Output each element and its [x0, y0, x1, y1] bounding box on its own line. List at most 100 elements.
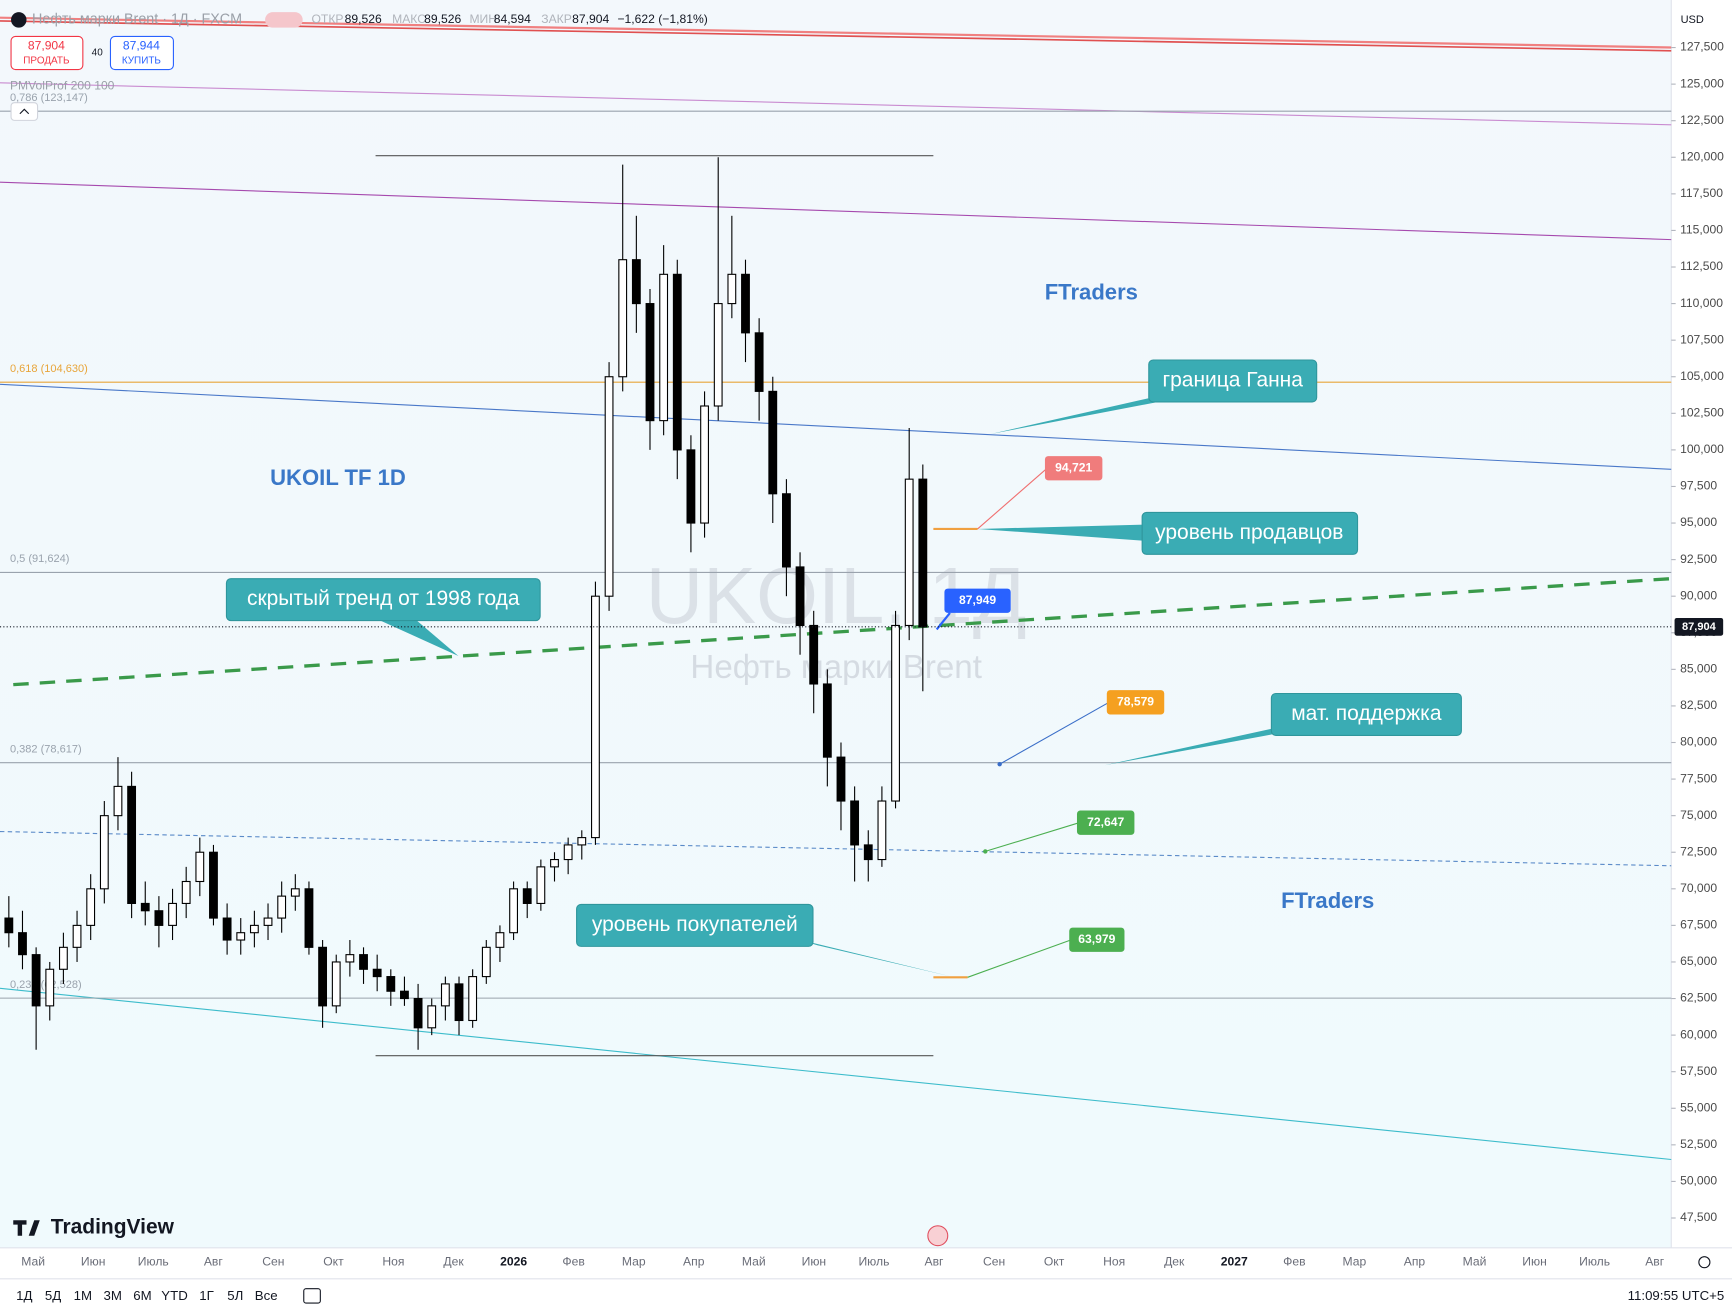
candle-body [154, 910, 164, 926]
callout-box [1148, 359, 1318, 403]
range-button[interactable]: 3М [103, 1288, 121, 1303]
candle-body [659, 273, 669, 422]
x-tick-label: Апр [683, 1254, 705, 1268]
x-tick-label: Ноя [382, 1254, 404, 1268]
candle-body [427, 1005, 437, 1029]
candle-body [809, 624, 819, 685]
callout-text: уровень продавцов [1155, 521, 1343, 544]
gann-line [0, 383, 1672, 470]
x-tick-label: Июль [1579, 1254, 1610, 1268]
candle-body [45, 968, 55, 1007]
x-tick-label: Фев [1283, 1254, 1305, 1268]
currency[interactable]: USD [1681, 14, 1704, 26]
price-badges: 94,721 87,949 78,579 72,647 63,979 [933, 456, 1165, 979]
y-tick-label: 92,500 [1680, 552, 1717, 566]
buy-price[interactable]: 87,944 [123, 39, 160, 53]
y-tick-label: 52,500 [1680, 1137, 1717, 1151]
candle-body [413, 997, 423, 1029]
candle-body [99, 815, 109, 890]
calendar-icon[interactable] [303, 1288, 321, 1304]
candle-body [495, 932, 505, 948]
callout-box [225, 578, 541, 622]
candle-body [481, 946, 491, 978]
collapse-icon[interactable] [19, 108, 30, 115]
brand-label: FTraders [1281, 888, 1374, 913]
badge [944, 588, 1011, 613]
buy-label[interactable]: КУПИТЬ [122, 55, 161, 66]
buy-button[interactable] [109, 35, 174, 71]
candle-body [195, 851, 205, 883]
candle-body [331, 961, 341, 1007]
trend-line-purple [0, 82, 1672, 126]
y-tick-label: 105,000 [1680, 369, 1724, 383]
candle-body [577, 837, 587, 846]
range-button[interactable]: Все [255, 1288, 278, 1303]
range-button[interactable]: YTD [161, 1288, 188, 1303]
candle-body [127, 785, 137, 904]
y-tick-label: 80,000 [1680, 735, 1717, 749]
candle-body [290, 888, 300, 897]
range-button[interactable]: 6М [133, 1288, 151, 1303]
currency-button[interactable] [1675, 8, 1709, 31]
candle-body [168, 902, 177, 926]
y-tick-label: 90,000 [1680, 588, 1717, 602]
candle-body [700, 405, 709, 524]
candles [4, 157, 928, 1050]
range-button[interactable]: 1Г [199, 1288, 214, 1303]
x-tick-label: Май [1463, 1254, 1487, 1268]
range-button[interactable]: 5Л [227, 1288, 243, 1303]
candle-body [263, 917, 273, 926]
candle-body [318, 946, 328, 1007]
range-button[interactable]: 5Д [45, 1288, 61, 1303]
y-tick-label: 70,000 [1680, 881, 1717, 895]
fib-label: 0,5 (91,624) [10, 553, 70, 565]
legend-header: Нефть марки Brent · 1Д · FXCM ОТКР 89,52… [10, 12, 708, 121]
collapse-button[interactable] [10, 102, 39, 121]
watermark-name: Нефть марки Brent [690, 649, 982, 686]
logo-icon [13, 1220, 40, 1236]
range-button[interactable]: 1М [74, 1288, 92, 1303]
y-tick-label: 85,000 [1680, 662, 1717, 676]
badge-text: 63,979 [1078, 932, 1115, 946]
sell-price[interactable]: 87,904 [28, 39, 65, 53]
sell-button[interactable] [10, 35, 84, 71]
badge [1076, 810, 1135, 835]
fib-label: 0,786 (123,147) [10, 92, 88, 104]
candle-body [563, 844, 573, 861]
candle-body [536, 866, 546, 904]
candle-body [891, 624, 900, 802]
candle-body [277, 895, 287, 919]
candle-body [209, 851, 218, 919]
candle-body [863, 844, 873, 861]
ohlc-value: 84,594 [494, 12, 531, 26]
plot-background [0, 0, 1672, 1248]
candle-body [400, 990, 409, 1000]
candle-body [140, 902, 150, 912]
badge-text: 87,949 [959, 593, 996, 607]
candle-body [591, 595, 600, 839]
y-tick-label: 62,500 [1680, 991, 1717, 1005]
x-tick-label: 2027 [1221, 1254, 1248, 1268]
price-axis: 127,500 125,000 122,500 120,000 117,500 115,0… [0, 40, 1724, 1224]
event-icon[interactable] [927, 1225, 949, 1247]
candle-body [372, 968, 382, 978]
sell-label[interactable]: ПРОДАТЬ [23, 55, 69, 66]
candle-body [795, 566, 805, 627]
y-tick-label: 112,500 [1680, 259, 1723, 273]
candle-body [618, 259, 628, 378]
x-tick-label: Мар [1343, 1254, 1367, 1268]
y-tick-label: 77,500 [1680, 771, 1717, 785]
settings-icon[interactable] [1698, 1256, 1711, 1269]
fib-levels: 0,786 (123,147) 0,618 (104,630) 0,5 (91,62… [0, 92, 1672, 999]
symbol-icon [11, 12, 27, 28]
x-tick-label: Апр [1404, 1254, 1426, 1268]
y-tick-label: 110,000 [1680, 296, 1723, 310]
x-tick-label: Фев [562, 1254, 584, 1268]
range-button[interactable]: 1Д [16, 1288, 32, 1303]
x-tick-label: Авг [1645, 1254, 1665, 1268]
brand-label: FTraders [1045, 280, 1138, 305]
x-tick-label: Июль [858, 1254, 889, 1268]
last-price-box [1674, 618, 1724, 636]
